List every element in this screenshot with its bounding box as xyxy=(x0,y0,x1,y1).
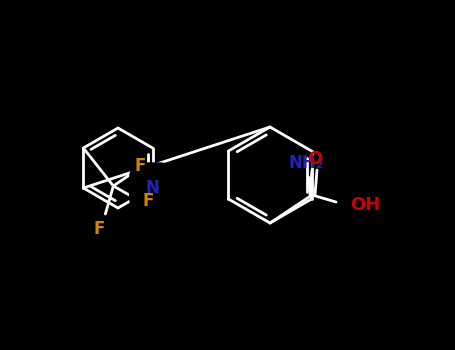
Text: N: N xyxy=(146,179,160,197)
Text: O: O xyxy=(308,150,323,168)
Text: F: F xyxy=(135,157,146,175)
Text: F: F xyxy=(143,192,154,210)
Text: NH₂: NH₂ xyxy=(288,154,323,172)
Text: OH: OH xyxy=(350,196,380,214)
Text: F: F xyxy=(94,220,105,238)
